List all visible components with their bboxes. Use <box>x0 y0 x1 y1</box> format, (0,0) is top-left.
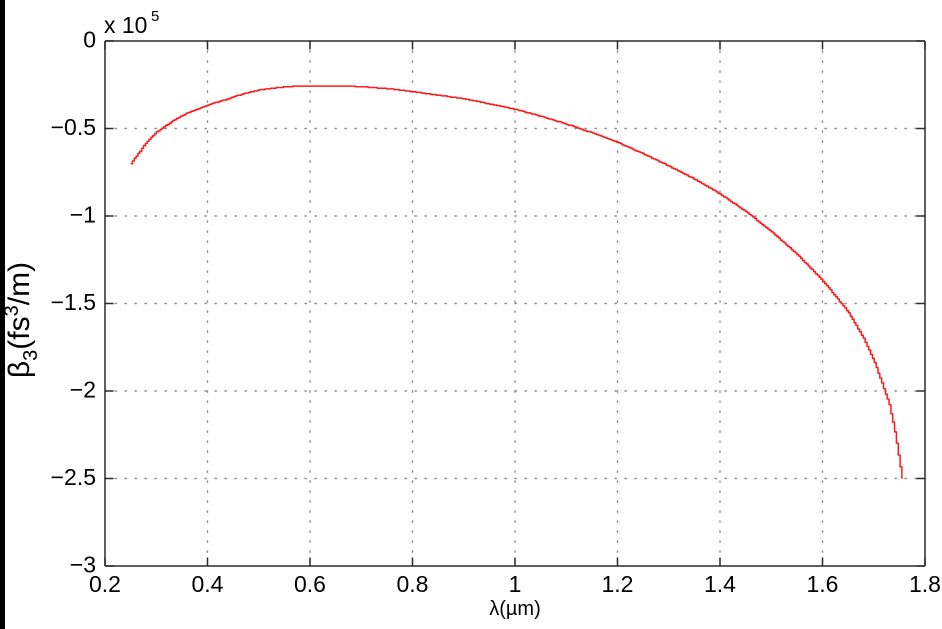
svg-text:−2.5: −2.5 <box>51 464 96 490</box>
svg-text:0.4: 0.4 <box>192 571 224 597</box>
svg-text:1.6: 1.6 <box>807 571 839 597</box>
svg-text:5: 5 <box>151 8 159 25</box>
svg-text:0.6: 0.6 <box>294 571 326 597</box>
svg-text:−2: −2 <box>70 377 96 403</box>
svg-text:1.4: 1.4 <box>704 571 736 597</box>
svg-text:1.8: 1.8 <box>909 571 941 597</box>
svg-text:−1.5: −1.5 <box>51 289 96 315</box>
svg-text:−0.5: −0.5 <box>51 114 96 140</box>
svg-text:λ(µm): λ(µm) <box>489 598 541 620</box>
svg-text:1.2: 1.2 <box>602 571 634 597</box>
svg-text:x 10: x 10 <box>104 12 147 38</box>
svg-text:1: 1 <box>509 571 522 597</box>
svg-text:0: 0 <box>83 27 96 53</box>
svg-text:0.8: 0.8 <box>397 571 429 597</box>
svg-text:−3: −3 <box>70 552 96 578</box>
svg-text:β3(fs3/m): β3(fs3/m) <box>1 262 42 378</box>
svg-text:−1: −1 <box>70 202 96 228</box>
